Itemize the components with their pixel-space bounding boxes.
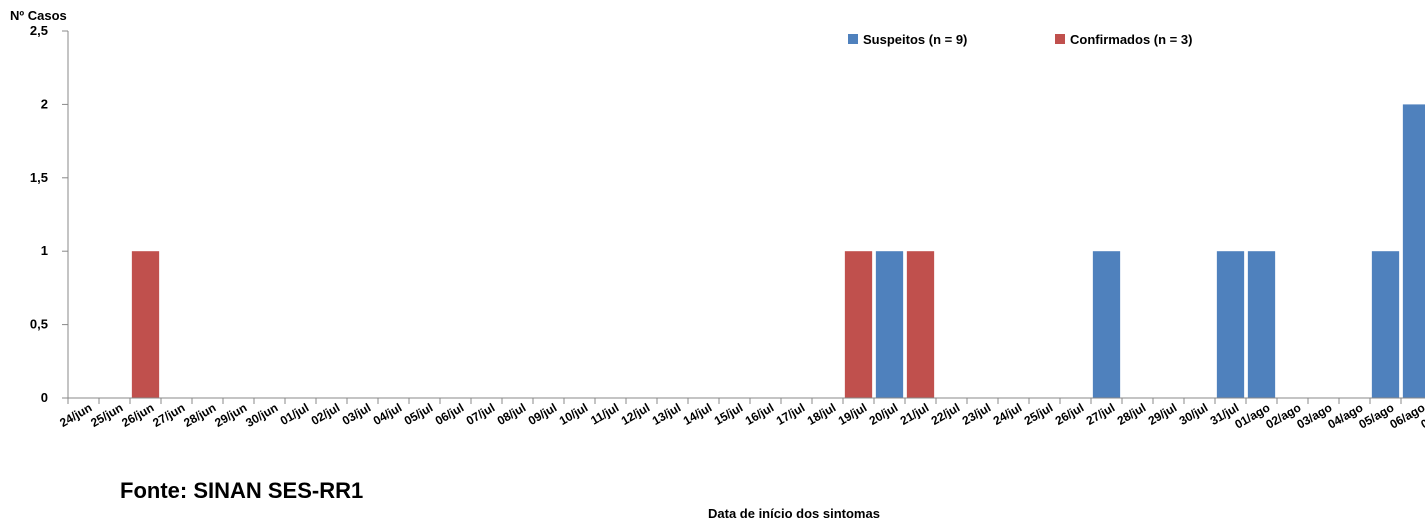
- x-tick-label: 02/ago: [1263, 400, 1303, 431]
- x-tick-label: 28/jun: [181, 400, 218, 429]
- x-tick-label: 21/jul: [898, 400, 932, 427]
- source-note: Fonte: SINAN SES-RR1: [120, 478, 364, 503]
- x-tick-label: 01/ago: [1232, 400, 1272, 431]
- x-tick-label: 11/jul: [588, 400, 621, 427]
- x-tick-label: 01/jul: [278, 400, 312, 427]
- x-tick-label: 05/jul: [402, 400, 436, 427]
- x-tick-label: 26/jul: [1053, 400, 1087, 427]
- x-tick-label: 28/jul: [1115, 400, 1149, 427]
- bar: [131, 251, 160, 398]
- x-tick-label: 22/jul: [929, 400, 963, 427]
- x-tick-label: 24/jun: [57, 400, 94, 429]
- bar: [875, 251, 904, 398]
- x-tick-label: 26/jun: [119, 400, 156, 429]
- y-tick-label: 1: [41, 243, 48, 258]
- x-tick-label: 17/jul: [774, 400, 808, 427]
- x-tick-label: 16/jul: [743, 400, 777, 427]
- x-tick-label: 10/jul: [557, 400, 591, 427]
- x-tick-label: 06/jul: [433, 400, 467, 427]
- bars-layer: [131, 104, 1425, 399]
- y-tick-label: 1,5: [30, 170, 48, 185]
- x-tick-label: 20/jul: [867, 400, 901, 427]
- x-tick-label: 04/jul: [371, 400, 405, 427]
- x-tick-label: 07/jul: [464, 400, 498, 427]
- x-tick-label: 06/ago: [1387, 400, 1425, 431]
- y-tick-label: 2: [41, 96, 48, 111]
- x-tick-label: 03/ago: [1294, 400, 1334, 431]
- x-tick-label: 15/jul: [712, 400, 746, 427]
- x-tick-label: 24/jul: [991, 400, 1025, 427]
- x-tick-label: 19/jul: [836, 400, 870, 427]
- x-ticks: 24/jun25/jun26/jun27/jun28/jun29/jun30/j…: [57, 398, 1425, 432]
- legend-label: Suspeitos (n = 9): [863, 32, 967, 47]
- y-axis-label: Nº Casos: [10, 8, 67, 23]
- x-tick-label: 09/jul: [526, 400, 560, 427]
- x-tick-label: 08/jul: [495, 400, 529, 427]
- bar: [844, 251, 873, 398]
- bar: [906, 251, 935, 398]
- x-tick-label: 23/jul: [960, 400, 994, 427]
- bar: [1371, 251, 1400, 398]
- legend-label: Confirmados (n = 3): [1070, 32, 1192, 47]
- x-tick-label: 02/jul: [309, 400, 343, 427]
- x-tick-label: 30/jul: [1177, 400, 1211, 427]
- legend-swatch: [848, 34, 858, 44]
- x-axis-title: Data de início dos sintomas: [708, 506, 880, 521]
- x-tick-label: 03/jul: [340, 400, 374, 427]
- x-tick-label: 27/jul: [1084, 400, 1118, 427]
- y-tick-label: 0: [41, 390, 48, 405]
- x-tick-label: 18/jul: [805, 400, 839, 427]
- x-tick-label: 25/jun: [88, 400, 125, 429]
- bar: [1402, 104, 1425, 399]
- x-tick-label: 12/jul: [619, 400, 653, 427]
- y-tick-label: 2,5: [30, 23, 48, 38]
- bar: [1247, 251, 1276, 398]
- x-tick-label: 29/jun: [212, 400, 249, 429]
- y-tick-label: 0,5: [30, 317, 48, 332]
- legend: Suspeitos (n = 9) Confirmados (n = 3): [848, 32, 1192, 47]
- x-tick-label: 29/jul: [1146, 400, 1180, 427]
- bar: [1092, 251, 1121, 398]
- x-tick-label: 30/jun: [243, 400, 280, 429]
- x-tick-label: 14/jul: [681, 400, 715, 427]
- x-tick-label: 27/jun: [150, 400, 187, 429]
- x-tick-label: 04/ago: [1325, 400, 1365, 431]
- x-tick-label: 25/jul: [1022, 400, 1056, 427]
- legend-swatch: [1055, 34, 1065, 44]
- bar: [1216, 251, 1245, 398]
- y-ticks: 0 0,5 1 1,5 2 2,5: [30, 23, 68, 405]
- x-tick-label: 05/ago: [1356, 400, 1396, 431]
- x-tick-label: 13/jul: [650, 400, 684, 427]
